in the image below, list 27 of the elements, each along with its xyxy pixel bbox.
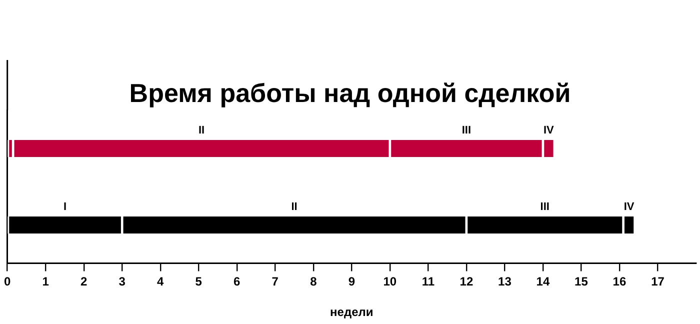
- x-tick-label: 17: [651, 274, 665, 289]
- data-label: II: [198, 124, 205, 136]
- x-tick-label: 6: [234, 274, 241, 289]
- data-label: IV: [544, 124, 555, 136]
- x-tick-label: 7: [272, 274, 279, 289]
- x-tick-label: 14: [536, 274, 550, 289]
- x-tick-label: 16: [612, 274, 626, 289]
- x-tick-label: 5: [195, 274, 202, 289]
- x-tick-label: 4: [157, 274, 164, 289]
- x-tick-label: 3: [118, 274, 126, 289]
- x-tick-label: 2: [80, 274, 88, 289]
- x-tick-label: 12: [460, 274, 474, 289]
- x-tick-label: 13: [498, 274, 512, 289]
- data-label: IV: [624, 200, 635, 213]
- x-axis-title: недели: [330, 305, 374, 320]
- x-tick-label: 0: [4, 274, 11, 289]
- x-tick-label: 11: [422, 274, 435, 289]
- data-label: I: [63, 200, 67, 213]
- x-tick-label: 1: [42, 274, 50, 289]
- x-tick-label: 9: [348, 274, 356, 289]
- data-label: II: [291, 200, 298, 213]
- x-tick-label: 8: [310, 274, 318, 289]
- x-tick-label: 15: [574, 274, 588, 289]
- data-label: III: [540, 200, 550, 213]
- x-tick-label: 10: [383, 274, 397, 289]
- data-label: III: [462, 124, 472, 136]
- chart-title: Время работы над одной сделкой: [129, 78, 571, 108]
